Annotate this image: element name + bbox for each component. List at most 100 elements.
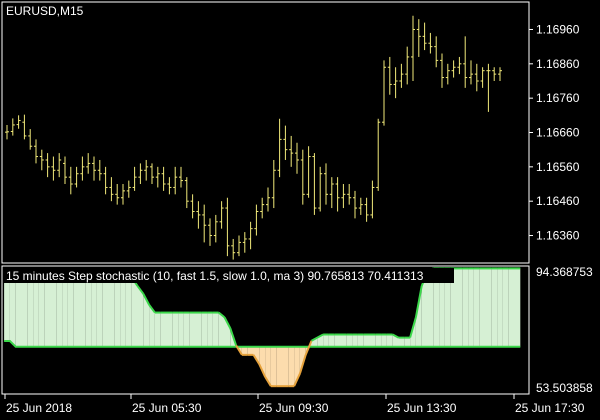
price-bar: [237, 235, 241, 257]
indicator-fill-down: [241, 346, 248, 355]
main-line-segment: [148, 304, 156, 314]
price-bar: [161, 166, 166, 191]
main-line-segment: [252, 354, 261, 365]
indicator-fill-up: [67, 277, 74, 347]
price-bar: [10, 118, 15, 136]
price-bars: [5, 15, 502, 260]
price-pane: 1.16960 1.16860 1.16760 1.16660 1.16560 1.164…: [1, 1, 580, 264]
indicator-fill-up: [56, 277, 63, 347]
indicator-fill-up: [172, 312, 179, 347]
price-bar: [324, 163, 328, 205]
indicator-fill-up: [415, 285, 422, 347]
price-bar: [428, 32, 433, 54]
indicator-fill-up: [96, 277, 103, 347]
main-line-segment: [311, 336, 318, 342]
price-bar: [121, 184, 125, 205]
price-bar: [138, 163, 143, 185]
price-bar: [271, 159, 276, 209]
price-bar: [329, 177, 334, 209]
price-bar: [347, 184, 352, 205]
indicator-fill-up: [33, 277, 39, 347]
price-bar: [173, 166, 178, 195]
price-tick-label: 1.16660: [536, 126, 580, 140]
price-tick-label: 1.16960: [536, 22, 580, 36]
indicator-tick-label: 94.368753: [536, 265, 593, 279]
price-bar: [451, 60, 456, 78]
price-bar: [213, 214, 218, 243]
indicator-fill-up: [491, 268, 498, 347]
indicator-fill-down: [282, 346, 289, 387]
indicator-fill-up: [212, 312, 219, 347]
indicator-fill-up: [91, 277, 97, 347]
indicator-axis: 94.368753 53.503858: [536, 265, 593, 395]
price-bar: [480, 67, 485, 88]
main-line-segment: [218, 311, 226, 319]
indicator-fill-up: [195, 312, 202, 347]
price-bar: [225, 197, 230, 257]
indicator-fill-up: [334, 334, 341, 347]
price-bar: [80, 156, 85, 181]
indicator-fill-up: [404, 337, 411, 347]
indicator-fill-up: [444, 268, 451, 347]
main-line-segment: [136, 285, 145, 295]
price-bar: [167, 177, 172, 195]
main-line-segment: [235, 344, 243, 356]
price-bar: [469, 60, 473, 85]
price-bar: [277, 118, 282, 178]
indicator-fill-up: [439, 268, 445, 347]
price-bar: [416, 19, 421, 57]
main-line-segment: [392, 333, 399, 339]
indicator-fill-up: [73, 277, 80, 347]
indicator-fill-up: [328, 334, 335, 347]
price-bar: [92, 156, 96, 181]
main-line-segment: [293, 373, 301, 387]
price-bar: [39, 149, 44, 171]
indicator-fill-up: [15, 277, 22, 347]
indicator-fill-up: [427, 268, 434, 347]
time-tick-label: 25 Jun 13:30: [387, 401, 457, 415]
indicator-fill-up: [62, 277, 68, 347]
price-bar: [242, 232, 247, 253]
main-line-segment: [304, 340, 313, 356]
price-bar: [393, 67, 398, 99]
price-bar: [289, 135, 294, 167]
indicator-fill-up: [201, 312, 208, 347]
indicator-fill-down: [265, 346, 271, 387]
indicator-fill-up: [149, 304, 155, 347]
main-line-segment: [229, 327, 238, 346]
indicator-fill-up: [114, 277, 121, 347]
indicator-fill-up: [38, 277, 45, 347]
indicator-fill-down: [259, 346, 266, 377]
price-bar: [86, 153, 91, 174]
time-tick-label: 25 Jun 09:30: [259, 401, 329, 415]
indicator-fill-up: [323, 334, 329, 347]
price-bar: [312, 153, 317, 215]
indicator-pane-frame: [1, 265, 530, 395]
indicator-fill-up: [398, 337, 405, 347]
price-bar: [445, 63, 450, 85]
indicator-pane: 15 minutes Step stochastic (10, fast 1.5…: [1, 265, 593, 395]
price-bar: [231, 238, 236, 260]
price-axis: 1.16960 1.16860 1.16760 1.16660 1.16560 1.164…: [529, 22, 580, 243]
price-bar: [126, 180, 131, 198]
main-line-segment: [298, 354, 307, 374]
indicator-fill-up: [311, 337, 318, 347]
price-bar: [45, 153, 50, 178]
price-bar: [335, 177, 340, 212]
indicator-fill-up: [514, 268, 521, 347]
indicator-fill-up: [421, 271, 428, 347]
price-bar: [283, 125, 288, 160]
price-bar: [202, 204, 207, 243]
indicator-fill-up: [456, 268, 463, 347]
price-bar: [219, 201, 224, 229]
signal-line: [4, 340, 521, 348]
price-bar: [266, 187, 270, 212]
indicator-title-backdrop: [4, 268, 454, 283]
indicator-fill-up: [108, 277, 115, 347]
indicator-fill-down: [247, 346, 254, 355]
price-bar: [474, 63, 479, 92]
price-bar: [411, 15, 415, 81]
price-bar: [68, 166, 73, 195]
indicator-fill-down: [270, 346, 277, 387]
price-bar: [341, 184, 346, 209]
